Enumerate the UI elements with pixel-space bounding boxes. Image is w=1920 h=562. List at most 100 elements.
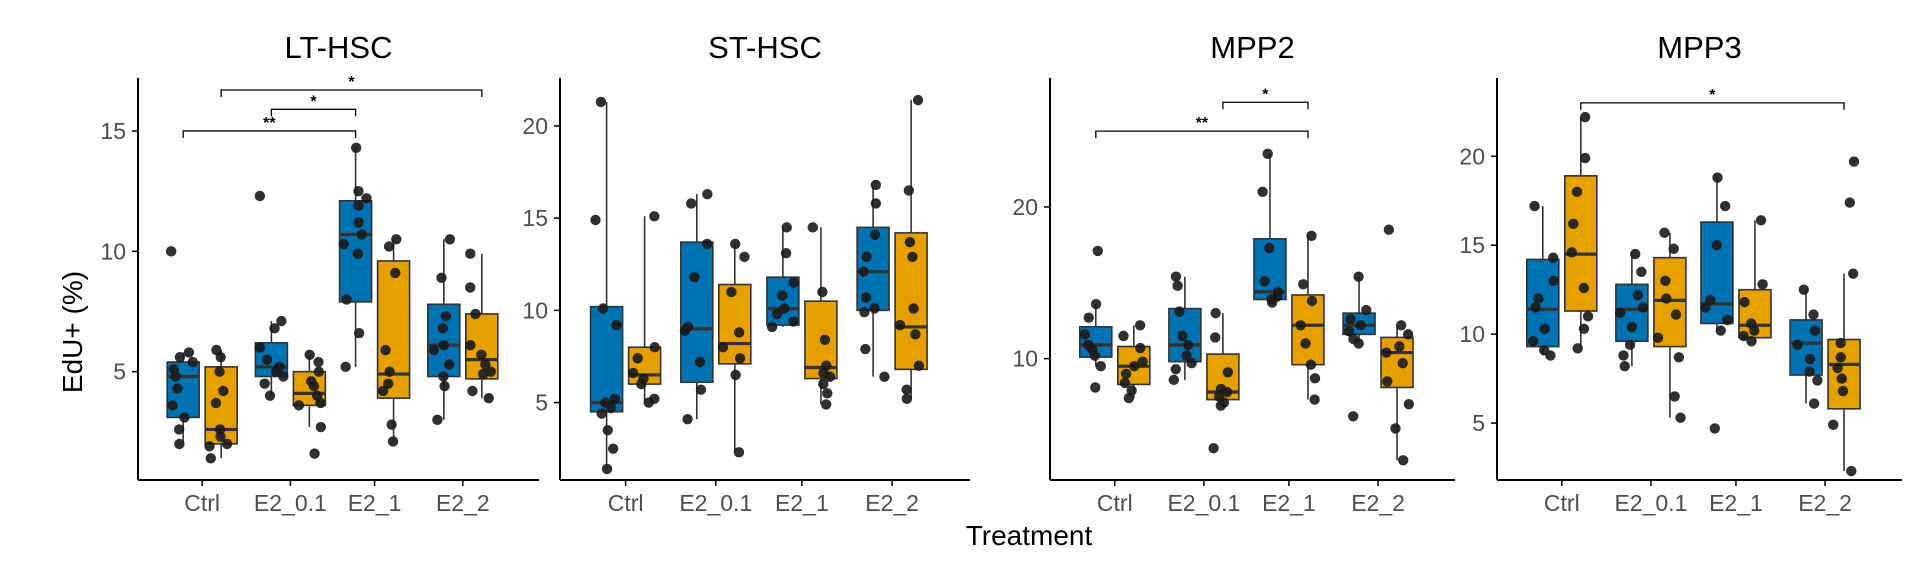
y-tick-label: 10 bbox=[1012, 346, 1038, 372]
data-point bbox=[315, 421, 327, 433]
data-point bbox=[590, 214, 601, 226]
panel-title: MPP2 bbox=[1210, 30, 1294, 65]
box-Ctrl-a bbox=[589, 96, 624, 475]
data-point bbox=[1394, 341, 1405, 352]
data-point bbox=[733, 327, 745, 338]
data-point bbox=[1137, 356, 1148, 367]
data-point bbox=[788, 277, 799, 288]
data-point bbox=[1715, 325, 1726, 336]
data-point bbox=[443, 359, 455, 370]
data-point bbox=[1835, 352, 1846, 363]
significance-label: * bbox=[1709, 87, 1716, 104]
x-tick-label: E2_1 bbox=[1709, 490, 1763, 516]
data-point bbox=[679, 325, 691, 336]
data-point bbox=[910, 329, 921, 340]
data-point bbox=[860, 343, 871, 355]
data-point bbox=[1309, 373, 1321, 384]
data-point bbox=[901, 384, 912, 395]
data-point bbox=[1395, 320, 1407, 331]
data-point bbox=[1675, 412, 1686, 423]
data-point bbox=[1630, 248, 1641, 260]
data-point bbox=[465, 282, 476, 293]
data-point bbox=[1659, 227, 1670, 238]
data-point bbox=[1168, 374, 1180, 386]
y-tick-label: 20 bbox=[1012, 194, 1038, 220]
data-point bbox=[596, 408, 607, 419]
data-point bbox=[1170, 364, 1181, 375]
data-point bbox=[819, 334, 831, 346]
data-point bbox=[717, 342, 729, 353]
data-point bbox=[733, 447, 745, 458]
data-point bbox=[1129, 361, 1140, 372]
data-point bbox=[173, 424, 185, 435]
data-point bbox=[1828, 419, 1839, 431]
data-point bbox=[1092, 245, 1103, 257]
data-point bbox=[1170, 271, 1182, 282]
data-point bbox=[377, 385, 389, 397]
data-point bbox=[1397, 455, 1409, 466]
box-E2_2-b bbox=[1827, 156, 1861, 477]
data-point bbox=[338, 238, 349, 250]
data-point bbox=[1618, 350, 1629, 361]
panel-mpp3: MPP3 5 10 15 20 Ctrl E2_0.1 E2_1 E2_2 * bbox=[1459, 30, 1902, 516]
data-point bbox=[1343, 326, 1355, 337]
data-point bbox=[1215, 400, 1226, 411]
data-point bbox=[1709, 423, 1721, 434]
box-E2_0.1-b bbox=[1652, 227, 1687, 423]
data-point bbox=[341, 294, 352, 305]
box-E2_1-b bbox=[804, 222, 838, 410]
data-point bbox=[1345, 314, 1356, 325]
data-point bbox=[1566, 247, 1578, 258]
data-point bbox=[1182, 339, 1194, 351]
data-point bbox=[1083, 312, 1094, 323]
data-point bbox=[1390, 423, 1401, 434]
data-point bbox=[1259, 276, 1270, 287]
data-point bbox=[779, 303, 790, 314]
data-point bbox=[1711, 240, 1723, 251]
box-Ctrl-b bbox=[1117, 320, 1151, 404]
data-point bbox=[1309, 394, 1320, 405]
data-point bbox=[205, 453, 216, 464]
box-E2_1-a bbox=[766, 222, 800, 333]
data-point bbox=[1089, 350, 1101, 361]
y-tick-label: 10 bbox=[1459, 321, 1485, 347]
x-tick-label: E2_1 bbox=[348, 490, 402, 516]
data-point bbox=[1626, 321, 1637, 333]
data-point bbox=[1661, 293, 1672, 304]
data-point bbox=[824, 371, 836, 382]
data-point bbox=[726, 286, 737, 298]
data-point bbox=[218, 385, 229, 397]
data-point bbox=[383, 378, 394, 389]
data-point bbox=[478, 368, 489, 380]
y-tick-label: 10 bbox=[100, 238, 126, 264]
data-point bbox=[361, 193, 372, 204]
data-point bbox=[1397, 357, 1408, 369]
panel-title: LT-HSC bbox=[285, 30, 393, 65]
data-point bbox=[465, 248, 476, 259]
data-point bbox=[913, 360, 925, 371]
data-point bbox=[254, 190, 266, 202]
data-point bbox=[605, 402, 617, 414]
box-E2_1-b bbox=[1291, 230, 1325, 405]
y-tick-label: 15 bbox=[1459, 232, 1485, 258]
data-point bbox=[172, 383, 183, 394]
box-E2_2-a bbox=[1789, 284, 1823, 409]
data-point bbox=[387, 436, 399, 447]
data-point bbox=[1120, 368, 1132, 380]
x-tick-label: E2_2 bbox=[1351, 490, 1405, 516]
data-point bbox=[597, 303, 609, 314]
data-point bbox=[215, 431, 226, 442]
data-point bbox=[264, 390, 276, 401]
data-point bbox=[1847, 268, 1859, 279]
x-tick-label: E2_0.1 bbox=[679, 490, 752, 516]
data-point bbox=[1792, 339, 1803, 351]
box-E2_0.1-b bbox=[717, 238, 752, 458]
data-point bbox=[901, 393, 913, 405]
data-point bbox=[1832, 362, 1843, 374]
y-tick-label: 5 bbox=[1472, 410, 1485, 436]
data-point bbox=[1848, 156, 1860, 167]
box-E2_0.1-a bbox=[679, 188, 714, 425]
data-point bbox=[308, 380, 320, 392]
bracket-line bbox=[270, 108, 357, 117]
